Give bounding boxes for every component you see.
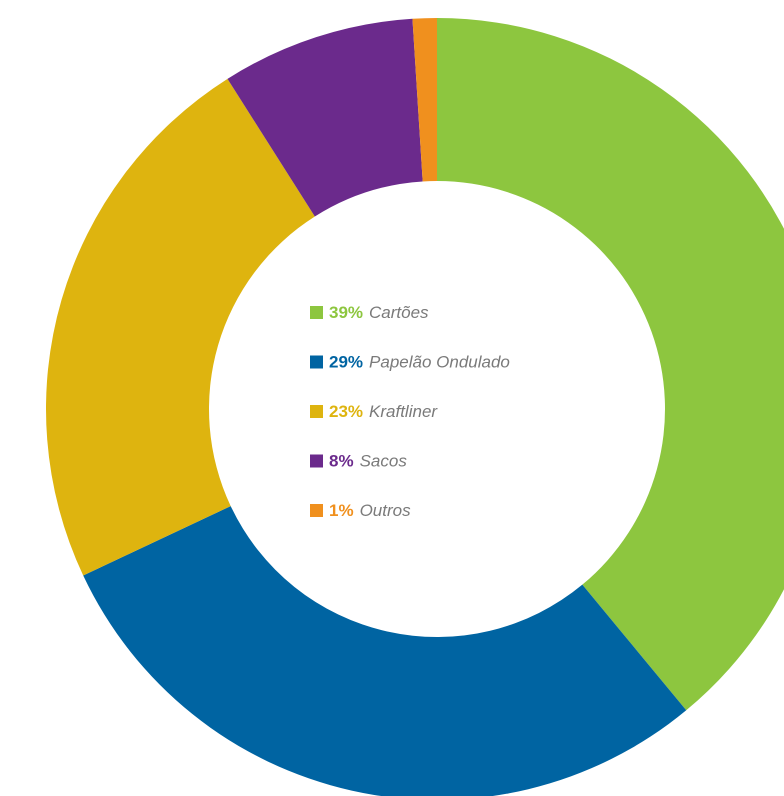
legend: 39% Cartões 29% Papelão Ondulado 23% Kraftlin… bbox=[310, 303, 510, 520]
legend-item: 23% Kraftliner bbox=[310, 402, 438, 421]
donut-slices bbox=[46, 18, 784, 796]
legend-value: 23% bbox=[329, 402, 363, 421]
legend-label: 1% Outros bbox=[329, 501, 411, 520]
legend-item: 1% Outros bbox=[310, 501, 411, 520]
legend-item: 29% Papelão Ondulado bbox=[310, 353, 510, 372]
slice-outros bbox=[412, 18, 437, 182]
legend-swatch bbox=[310, 355, 323, 369]
legend-swatch bbox=[310, 454, 323, 468]
legend-name: Papelão Ondulado bbox=[369, 353, 510, 372]
legend-swatch bbox=[310, 504, 323, 517]
legend-swatch bbox=[310, 306, 323, 319]
slice-kraftliner bbox=[46, 78, 315, 576]
slice-cart-es bbox=[437, 18, 784, 711]
legend-label: 39% Cartões bbox=[329, 303, 429, 322]
legend-swatch bbox=[310, 405, 323, 418]
slice-sacos bbox=[227, 18, 423, 217]
legend-label: 8% Sacos bbox=[329, 452, 407, 471]
legend-value: 1% bbox=[329, 501, 354, 520]
legend-name: Sacos bbox=[360, 452, 408, 471]
legend-name: Outros bbox=[360, 501, 412, 520]
legend-item: 39% Cartões bbox=[310, 303, 429, 322]
legend-label: 29% Papelão Ondulado bbox=[329, 353, 510, 372]
legend-name: Kraftliner bbox=[369, 402, 438, 421]
slice-papel-o-ondulado bbox=[83, 506, 687, 796]
legend-item: 8% Sacos bbox=[310, 452, 407, 471]
legend-value: 39% bbox=[329, 303, 363, 322]
legend-value: 29% bbox=[329, 353, 363, 372]
legend-value: 8% bbox=[329, 452, 354, 471]
legend-name: Cartões bbox=[369, 303, 429, 322]
legend-label: 23% Kraftliner bbox=[329, 402, 438, 421]
